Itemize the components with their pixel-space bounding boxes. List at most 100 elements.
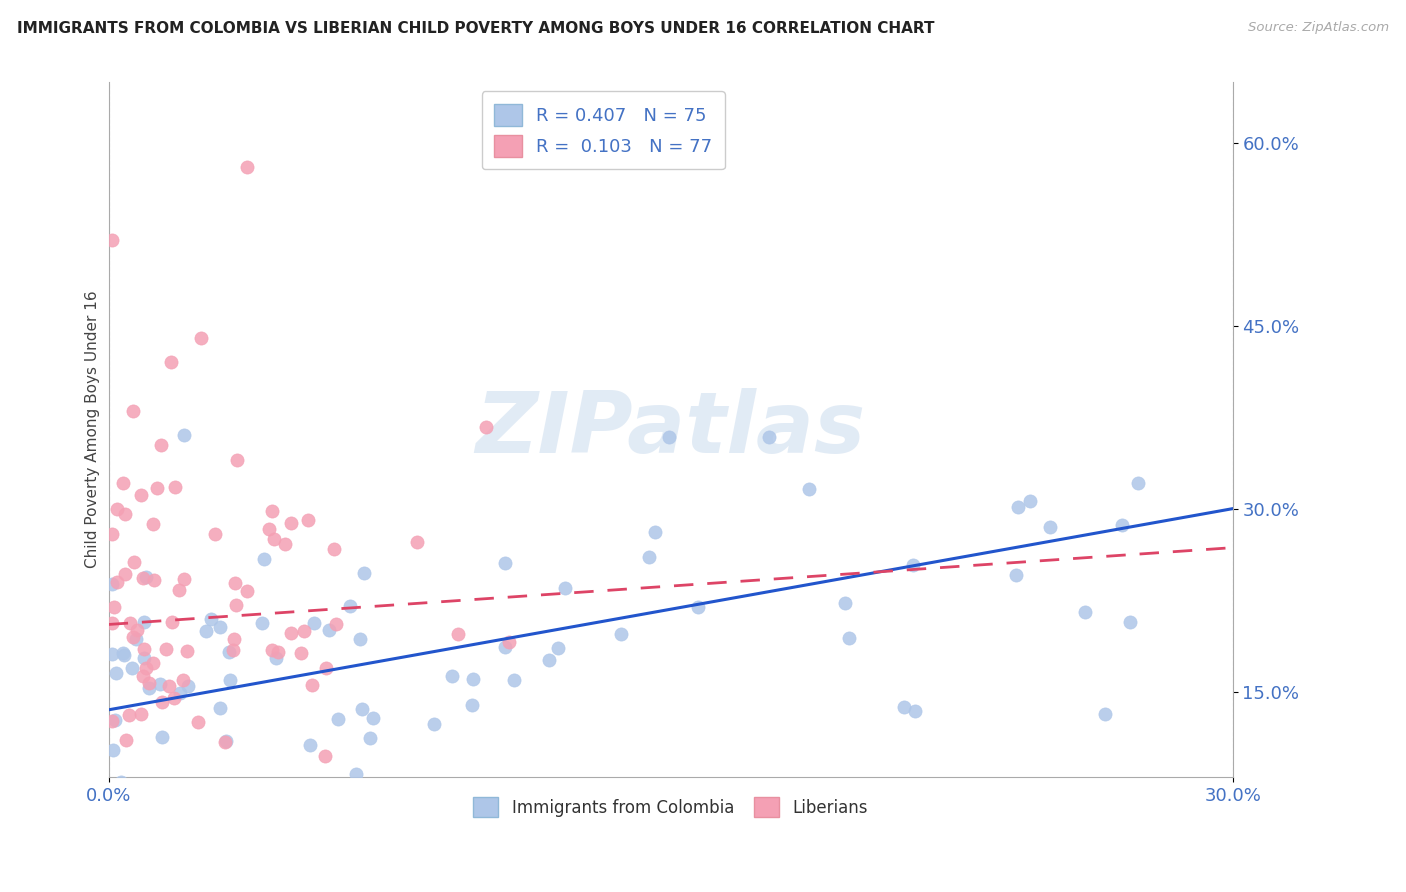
Point	[1074, 605, 1097, 619]
Point	[218, 645, 240, 659]
Point	[165, 480, 187, 494]
Point	[101, 576, 124, 591]
Point	[280, 626, 302, 640]
Point	[125, 632, 148, 646]
Point	[250, 616, 273, 631]
Point	[101, 234, 124, 248]
Point	[494, 640, 516, 654]
Point	[112, 782, 135, 797]
Point	[290, 646, 312, 660]
Point	[353, 566, 375, 580]
Point	[208, 701, 231, 715]
Point	[194, 624, 217, 639]
Point	[155, 642, 177, 657]
Point	[187, 715, 209, 730]
Point	[122, 555, 145, 569]
Point	[150, 695, 173, 709]
Point	[236, 160, 259, 174]
Point	[167, 583, 190, 598]
Point	[834, 597, 856, 611]
Point	[1119, 615, 1142, 629]
Point	[160, 355, 183, 369]
Point	[1004, 568, 1026, 582]
Point	[132, 571, 155, 585]
Point	[222, 794, 245, 808]
Point	[122, 630, 145, 644]
Point	[547, 640, 569, 655]
Point	[494, 556, 516, 570]
Point	[423, 716, 446, 731]
Point	[352, 702, 374, 716]
Point	[226, 453, 249, 467]
Point	[101, 527, 124, 541]
Point	[117, 708, 139, 723]
Point	[172, 673, 194, 688]
Point	[114, 507, 136, 521]
Point	[103, 600, 125, 615]
Point	[198, 794, 221, 808]
Point	[134, 651, 156, 665]
Point	[215, 734, 238, 748]
Point	[131, 706, 153, 721]
Point	[142, 516, 165, 531]
Y-axis label: Child Poverty Among Boys Under 16: Child Poverty Among Boys Under 16	[86, 291, 100, 568]
Point	[200, 611, 222, 625]
Point	[186, 806, 208, 821]
Point	[190, 331, 212, 345]
Point	[204, 527, 226, 541]
Point	[149, 438, 172, 452]
Point	[339, 599, 361, 614]
Point	[101, 714, 124, 728]
Point	[122, 404, 145, 418]
Point	[253, 552, 276, 566]
Point	[318, 623, 340, 637]
Point	[225, 598, 247, 612]
Point	[177, 679, 200, 693]
Point	[222, 806, 245, 821]
Point	[301, 678, 323, 692]
Point	[359, 731, 381, 745]
Point	[173, 428, 195, 442]
Point	[498, 635, 520, 649]
Point	[138, 676, 160, 690]
Point	[173, 572, 195, 586]
Point	[537, 653, 560, 667]
Point	[110, 806, 132, 821]
Point	[129, 488, 152, 502]
Point	[262, 504, 284, 518]
Point	[236, 583, 259, 598]
Point	[112, 476, 135, 491]
Point	[134, 615, 156, 629]
Point	[145, 481, 167, 495]
Point	[1039, 520, 1062, 534]
Point	[104, 714, 127, 728]
Point	[440, 669, 463, 683]
Point	[298, 739, 321, 753]
Point	[758, 430, 780, 444]
Point	[149, 677, 172, 691]
Point	[222, 632, 245, 646]
Point	[644, 525, 666, 540]
Point	[157, 679, 180, 693]
Point	[141, 656, 163, 670]
Point	[267, 645, 290, 659]
Point	[502, 673, 524, 687]
Point	[297, 513, 319, 527]
Point	[349, 632, 371, 647]
Point	[260, 643, 283, 657]
Point	[259, 522, 281, 536]
Point	[163, 806, 186, 821]
Point	[686, 599, 709, 614]
Point	[160, 615, 183, 629]
Point	[263, 532, 285, 546]
Point	[150, 730, 173, 744]
Point	[1111, 517, 1133, 532]
Point	[112, 646, 135, 660]
Point	[1007, 500, 1029, 514]
Point	[512, 794, 534, 808]
Point	[222, 643, 245, 657]
Point	[901, 558, 924, 572]
Point	[292, 624, 315, 639]
Point	[209, 620, 232, 634]
Point	[127, 623, 149, 637]
